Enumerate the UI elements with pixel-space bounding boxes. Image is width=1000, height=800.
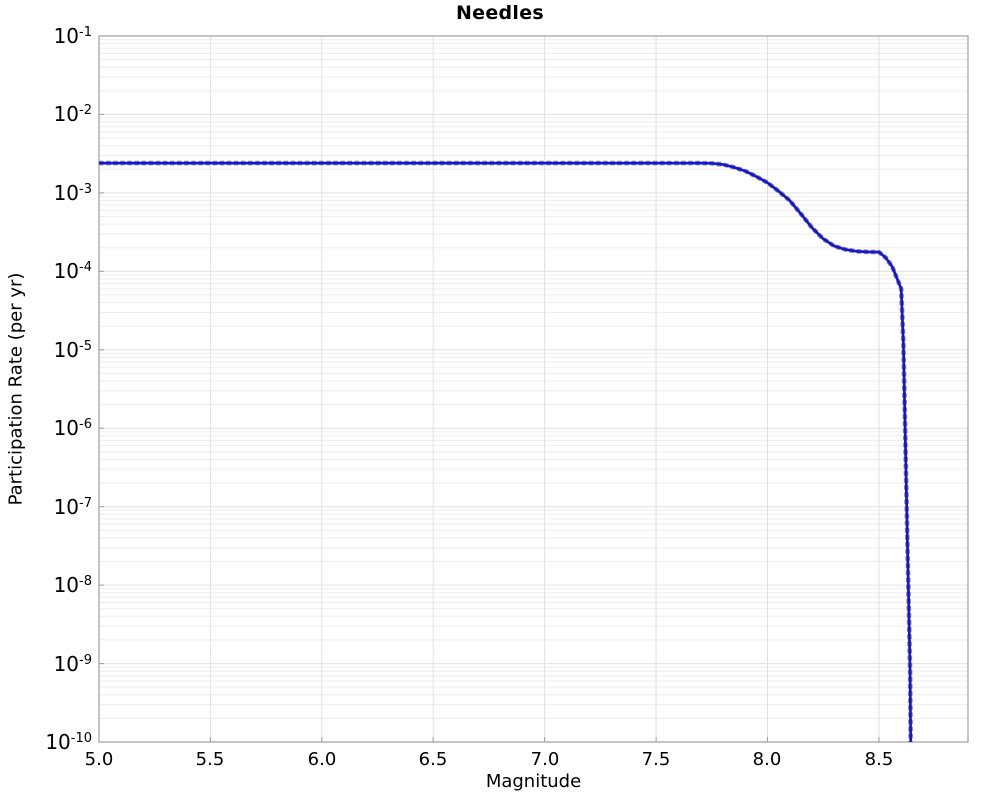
y-tick-label: 10-1	[53, 24, 92, 48]
x-tick-label: 5.0	[84, 749, 114, 770]
x-tick-label: 7.0	[530, 749, 560, 770]
x-axis-title: Magnitude	[485, 771, 582, 792]
y-tick-label: 10-3	[53, 181, 92, 205]
plot-border	[98, 35, 969, 743]
y-tick-label: 10-2	[53, 102, 92, 126]
chart-title: Needles	[455, 2, 545, 24]
x-tick-label: 5.5	[195, 749, 225, 770]
series-dashed-line	[99, 160, 913, 743]
y-tick-label: 10-10	[45, 730, 92, 754]
y-tick-label: 10-4	[53, 259, 92, 283]
y-tick-label: 10-9	[53, 652, 92, 676]
x-tick-label: 7.5	[641, 749, 671, 770]
y-tick-label: 10-7	[53, 495, 92, 519]
x-tick-label: 8.0	[752, 749, 782, 770]
y-tick-label: 10-8	[53, 573, 92, 597]
x-tick-label: 8.5	[864, 749, 894, 770]
y-tick-label: 10-6	[53, 416, 92, 440]
x-tick-label: 6.5	[418, 749, 448, 770]
x-tick-label: 6.0	[307, 749, 337, 770]
y-tick-label: 10-5	[53, 338, 92, 362]
series-solid-line	[99, 161, 913, 743]
